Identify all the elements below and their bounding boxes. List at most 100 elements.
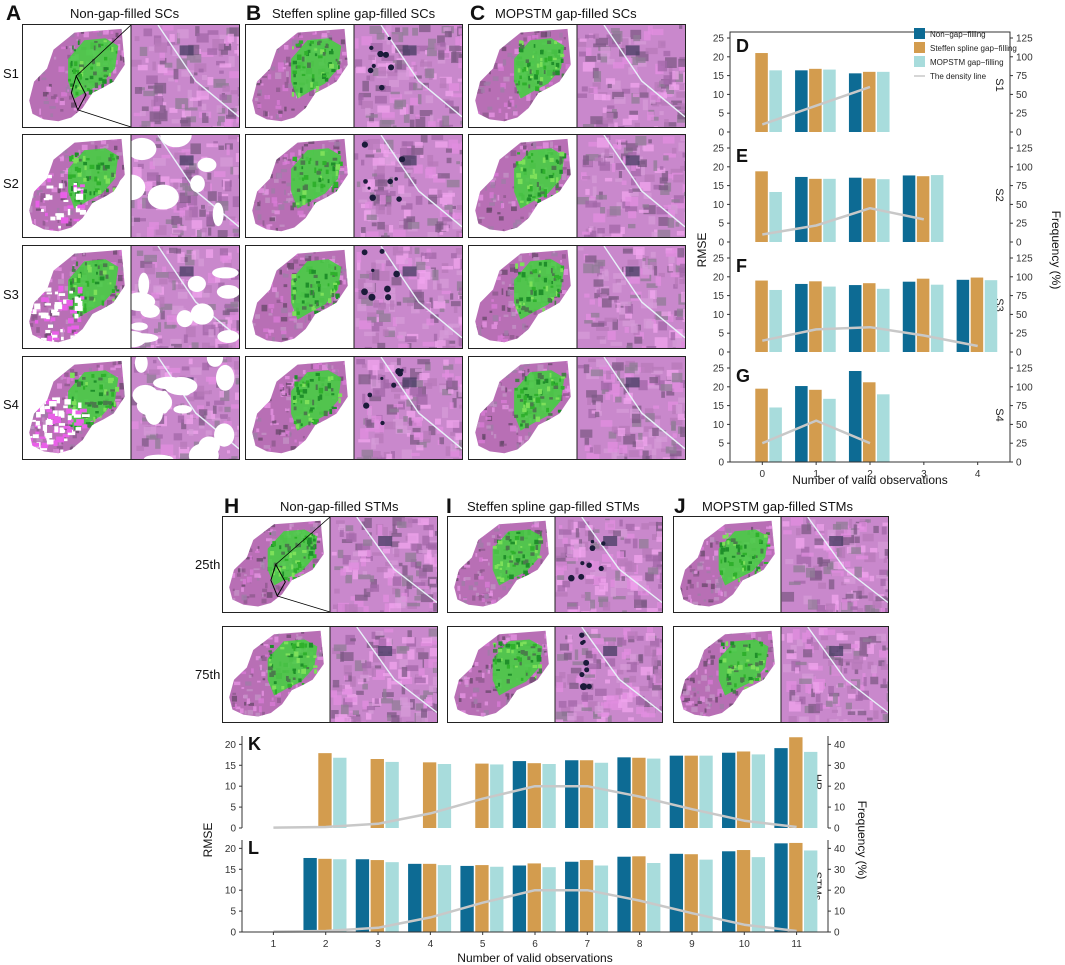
map-speckle xyxy=(242,546,247,553)
vegetation-speckle xyxy=(324,162,329,168)
vegetation-speckle xyxy=(332,288,334,292)
vegetation-speckle xyxy=(317,41,321,46)
zoom-speckle xyxy=(585,255,597,263)
vegetation-speckle xyxy=(543,189,547,193)
map-speckle xyxy=(509,451,512,454)
zoom-speckle xyxy=(402,27,409,36)
zoom-speckle xyxy=(177,235,182,237)
map-speckle xyxy=(67,377,74,380)
zoom-speckle xyxy=(648,429,654,438)
map-speckle xyxy=(69,447,75,452)
map-speckle xyxy=(475,421,480,428)
zoom-speckle xyxy=(666,86,675,95)
map-speckle xyxy=(254,97,259,101)
vegetation-speckle xyxy=(108,157,112,162)
map-speckle xyxy=(88,367,92,374)
zoom-speckle xyxy=(389,191,396,197)
map-speckle xyxy=(312,202,315,208)
map-speckle xyxy=(122,260,125,265)
zoom-speckle xyxy=(680,136,685,142)
map-speckle xyxy=(341,192,348,195)
map-speckle xyxy=(343,335,346,339)
zoom-speckle xyxy=(375,259,388,264)
map-speckle xyxy=(488,112,495,118)
map-speckle xyxy=(570,309,571,313)
map-speckle xyxy=(508,288,511,293)
vegetation-speckle xyxy=(525,402,530,408)
zoom-speckle xyxy=(179,182,189,191)
gap-pixel xyxy=(39,403,45,410)
map-speckle xyxy=(504,255,509,260)
cloud-gap xyxy=(120,185,145,195)
vegetation-speckle xyxy=(309,43,312,47)
map-speckle xyxy=(348,64,350,68)
vegetation-speckle xyxy=(539,270,541,273)
zoom-speckle xyxy=(382,329,389,337)
map-overview xyxy=(252,249,348,343)
vegetation-speckle xyxy=(532,269,537,274)
gap-pixel xyxy=(47,324,54,328)
zoom-speckle xyxy=(458,28,462,35)
vegetation-speckle xyxy=(523,387,528,391)
zoom-speckle xyxy=(173,182,179,190)
map-speckle xyxy=(281,181,286,184)
map-speckle xyxy=(552,200,559,206)
map-speckle xyxy=(282,157,287,160)
map-speckle xyxy=(341,268,347,272)
map-speckle xyxy=(92,30,100,33)
map-speckle xyxy=(264,382,269,389)
map-speckle xyxy=(82,117,84,122)
map-speckle xyxy=(311,337,317,343)
vegetation-speckle xyxy=(320,292,324,296)
map-speckle xyxy=(478,439,485,444)
zoom-speckle xyxy=(683,308,685,320)
vegetation-speckle xyxy=(519,75,522,80)
zoom-speckle xyxy=(419,110,433,117)
vegetation-speckle xyxy=(334,284,338,289)
map-speckle xyxy=(29,185,31,192)
zoom-speckle xyxy=(456,230,462,237)
zoom-view xyxy=(577,135,685,237)
zoom-speckle xyxy=(397,429,403,433)
map-speckle xyxy=(564,154,571,162)
zoom-speckle xyxy=(131,421,139,430)
map-speckle xyxy=(267,46,272,51)
zoom-line xyxy=(77,109,132,127)
zoom-speckle xyxy=(405,384,411,395)
zoom-speckle xyxy=(642,99,648,111)
zoom-speckle xyxy=(403,218,412,230)
vegetation-speckle xyxy=(294,278,297,281)
zoom-speckle xyxy=(601,288,610,296)
gap-pixel xyxy=(76,221,84,228)
zoom-speckle xyxy=(636,147,641,154)
map-speckle xyxy=(260,83,264,86)
zoom-speckle xyxy=(408,82,416,91)
vegetation-speckle xyxy=(330,376,334,380)
zoom-speckle xyxy=(429,114,434,126)
vegetation-speckle xyxy=(100,373,106,378)
map-speckle xyxy=(552,249,556,254)
zoom-speckle xyxy=(626,345,633,348)
vegetation-speckle xyxy=(74,379,79,383)
map-speckle xyxy=(284,363,287,370)
map-speckle xyxy=(253,293,258,298)
zoom-speckle xyxy=(154,38,162,47)
zoom-speckle xyxy=(628,223,636,229)
map-speckle xyxy=(502,59,507,66)
map-speckle xyxy=(342,418,346,423)
vegetation-speckle xyxy=(540,168,544,174)
vegetation-speckle xyxy=(111,80,116,86)
vegetation-speckle xyxy=(72,266,75,270)
map-speckle xyxy=(480,403,485,408)
zoom-speckle xyxy=(594,259,606,267)
zoom-speckle xyxy=(639,182,651,191)
map-speckle xyxy=(72,230,80,232)
vegetation-speckle xyxy=(309,40,315,44)
map-speckle xyxy=(495,383,501,388)
map-speckle xyxy=(328,106,332,111)
map-speckle xyxy=(107,328,113,335)
map-speckle xyxy=(31,400,34,406)
vegetation-speckle xyxy=(301,56,305,62)
zoom-speckle xyxy=(367,316,377,323)
zoom-speckle xyxy=(607,105,615,109)
